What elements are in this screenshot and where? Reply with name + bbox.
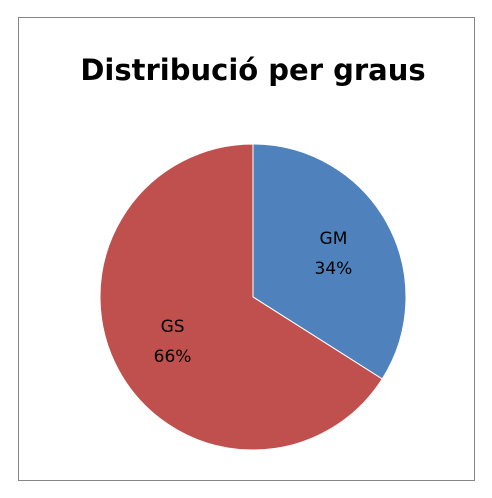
slice-value-label: 34% — [315, 259, 353, 279]
slice-value-label: 66% — [154, 347, 192, 367]
chart-title: Distribució per graus — [80, 53, 425, 87]
slice-category: GS — [161, 317, 185, 337]
pie-slice — [99, 143, 383, 451]
pie-slice — [252, 143, 407, 380]
slice-category: GM — [320, 229, 348, 249]
